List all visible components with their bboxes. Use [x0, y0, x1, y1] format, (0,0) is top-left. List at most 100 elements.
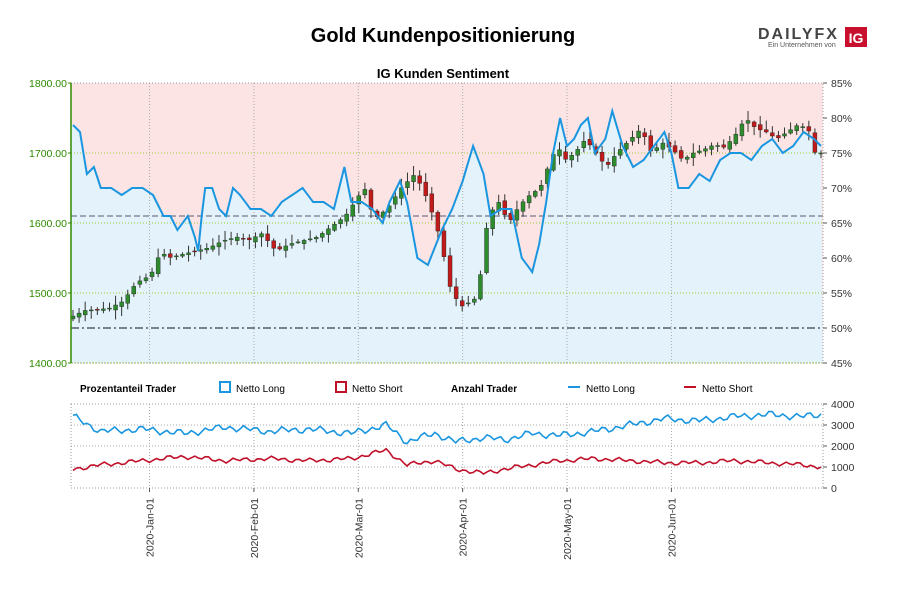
candle-body [557, 149, 562, 157]
candle [532, 189, 538, 199]
candle-body [605, 162, 611, 165]
candle-body [514, 209, 520, 221]
candle-body [429, 193, 434, 213]
candle [429, 186, 434, 221]
candle [435, 210, 441, 241]
logo-text: DAILYFX [758, 26, 839, 43]
sentiment-tick-label: 65% [831, 218, 852, 230]
candle-body [660, 142, 666, 150]
candle [423, 173, 428, 202]
logo-subtext: Ein Unternehmen von [768, 42, 836, 49]
candle [119, 296, 124, 317]
candle-body [180, 254, 185, 257]
candle [727, 136, 732, 155]
candle [569, 151, 574, 168]
candle [788, 122, 793, 135]
candle [447, 247, 453, 293]
candle-body [721, 144, 726, 148]
candle-body [241, 238, 246, 240]
candle [581, 131, 587, 153]
long-count-line [72, 410, 822, 445]
price-tick-label: 1500.00 [29, 288, 67, 300]
candle [739, 120, 745, 141]
date-tick-label: 2020-Feb-01 [249, 498, 261, 558]
candle [654, 143, 660, 153]
legend-group2-short: Netto Short [702, 384, 753, 395]
chart-title: Gold Kundenpositionierung [311, 25, 575, 47]
candle [733, 127, 739, 146]
candle [338, 217, 343, 229]
candle-body [715, 145, 720, 147]
candle-body [113, 304, 118, 311]
candle [332, 221, 337, 232]
candle [709, 142, 714, 156]
candle-body [569, 155, 574, 161]
candle [162, 248, 167, 260]
candle-body [192, 250, 197, 253]
candle-body [563, 151, 568, 160]
candle [520, 199, 526, 217]
legend-long-box [219, 381, 231, 393]
candle [174, 253, 179, 261]
count-tick-label: 3000 [831, 420, 855, 432]
candle [393, 190, 398, 210]
candle-body [198, 249, 203, 252]
candle [806, 120, 812, 141]
candle-body [307, 238, 313, 241]
legend-group1-short: Netto Short [352, 384, 403, 395]
candle [514, 200, 520, 227]
count-axis: 4000 3000 2000 1000 0 [823, 399, 855, 495]
candle [326, 224, 331, 243]
candle [539, 180, 544, 197]
candle-body [490, 209, 495, 229]
ig-badge [845, 27, 867, 47]
count-grid [71, 403, 823, 489]
candle-body [697, 150, 702, 153]
candle [155, 248, 161, 278]
candle [800, 123, 805, 134]
sentiment-tick-label: 70% [831, 183, 852, 195]
candle [314, 235, 319, 243]
candle [271, 238, 276, 257]
candle [794, 123, 799, 135]
candle-body [277, 246, 282, 250]
candle-body [271, 240, 276, 249]
candle [180, 252, 185, 258]
price-tick-label: 1800.00 [29, 78, 67, 90]
candle [599, 145, 605, 171]
date-axis: 2020-Jan-01 2020-Feb-01 2020-Mar-01 2020-Ap… [145, 488, 678, 560]
candle-body [581, 140, 587, 148]
date-tick-label: 2020-Apr-01 [458, 498, 470, 557]
candle-body [289, 243, 295, 246]
candle [405, 172, 410, 195]
candle-body [216, 242, 222, 248]
count-tick-label: 1000 [831, 462, 855, 474]
candle [502, 194, 507, 220]
legend-group1-long: Netto Long [236, 384, 285, 395]
candle [143, 273, 149, 284]
candle [228, 231, 234, 246]
candle-body [435, 212, 441, 232]
candle [697, 145, 702, 155]
candle-body [423, 181, 428, 196]
candle-body [520, 201, 526, 212]
short-count-line [72, 447, 822, 475]
candle [721, 139, 726, 150]
main-chart-title: IG Kunden Sentiment [377, 66, 510, 81]
candle [612, 147, 617, 173]
candle-body [630, 137, 635, 142]
candle [526, 190, 532, 209]
candle [636, 125, 641, 145]
candle-body [757, 124, 763, 131]
candle [320, 231, 325, 242]
candle-body [131, 286, 137, 295]
candle-body [222, 239, 228, 242]
candle [466, 296, 471, 307]
candle [168, 249, 173, 266]
candle [472, 296, 477, 306]
candle [478, 270, 483, 301]
candle-body [101, 308, 106, 311]
candle [101, 301, 106, 314]
candle-body [265, 233, 270, 241]
candle-body [800, 126, 805, 128]
